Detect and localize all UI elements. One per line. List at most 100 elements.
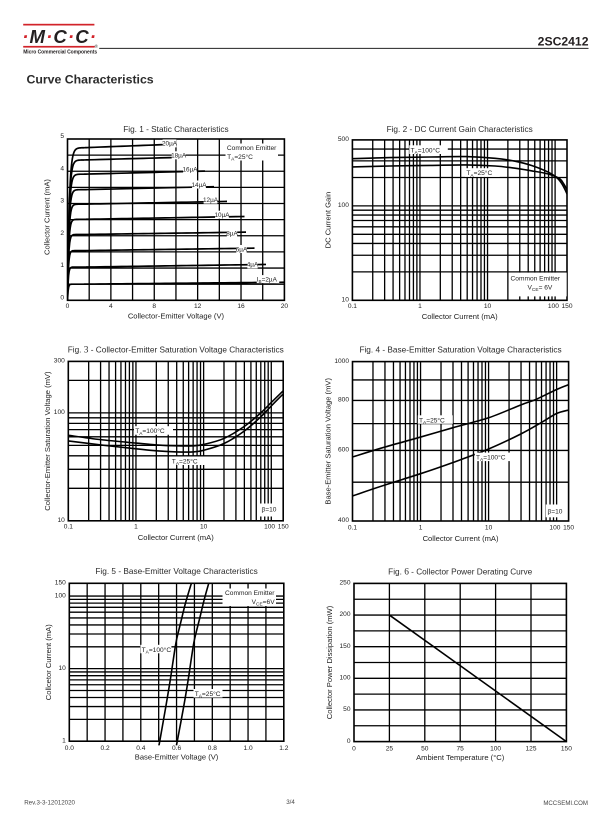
svg-text:2SC2412: 2SC2412 bbox=[538, 34, 589, 48]
svg-text:TA​=100°C: TA​=100°C bbox=[411, 146, 441, 156]
svg-text:TA​=25°C: TA​=25°C bbox=[419, 416, 445, 426]
svg-text:3/4: 3/4 bbox=[286, 799, 295, 806]
svg-text:0.1: 0.1 bbox=[348, 303, 357, 310]
svg-text:TA​=100°C: TA​=100°C bbox=[135, 427, 165, 437]
svg-text:0.4: 0.4 bbox=[136, 745, 145, 752]
svg-text:100: 100 bbox=[339, 675, 350, 682]
svg-text:100: 100 bbox=[548, 303, 559, 310]
svg-text:125: 125 bbox=[525, 745, 536, 752]
svg-text:TA​=100°C: TA​=100°C bbox=[142, 646, 172, 656]
svg-text:6µA: 6µA bbox=[236, 246, 248, 253]
svg-text:12µA: 12µA bbox=[203, 197, 219, 204]
svg-text:Collector Current (mA): Collector Current (mA) bbox=[43, 179, 52, 255]
svg-text:10: 10 bbox=[484, 303, 492, 310]
svg-text:150: 150 bbox=[561, 745, 572, 752]
svg-text:500: 500 bbox=[338, 136, 349, 143]
svg-text:β=10: β=10 bbox=[548, 509, 563, 516]
svg-text:®: ® bbox=[95, 43, 99, 49]
svg-text:16: 16 bbox=[237, 303, 245, 310]
svg-text:250: 250 bbox=[339, 580, 350, 587]
svg-text:Collector Current (mA): Collector Current (mA) bbox=[138, 533, 214, 542]
svg-text:100: 100 bbox=[490, 745, 501, 752]
svg-text:3: 3 bbox=[60, 198, 64, 205]
svg-text:Collector-Emitter Saturation V: Collector-Emitter Saturation Voltage (mV… bbox=[43, 371, 52, 511]
svg-text:25: 25 bbox=[386, 745, 394, 752]
svg-text:MCCSEMI.COM: MCCSEMI.COM bbox=[543, 800, 588, 807]
svg-text:4: 4 bbox=[60, 165, 64, 172]
svg-text:Curve Characteristics: Curve Characteristics bbox=[27, 72, 154, 86]
svg-text:1000: 1000 bbox=[334, 358, 349, 365]
svg-text:50: 50 bbox=[343, 706, 351, 713]
svg-text:TA​=25°C: TA​=25°C bbox=[466, 169, 492, 179]
svg-text:0.2: 0.2 bbox=[100, 745, 109, 752]
svg-text:75: 75 bbox=[457, 745, 465, 752]
svg-text:Common Emitter: Common Emitter bbox=[511, 275, 561, 282]
svg-text:Common Emitter: Common Emitter bbox=[227, 145, 277, 152]
svg-text:Fig. 5 - Base-Emitter Voltage: Fig. 5 - Base-Emitter Voltage Characteri… bbox=[95, 567, 257, 576]
svg-text:100: 100 bbox=[338, 202, 349, 209]
svg-text:4: 4 bbox=[109, 303, 113, 310]
svg-text:Fig. 3 - Collector-Emitter Sat: Fig. 3 - Collector-Emitter Saturation Vo… bbox=[68, 345, 284, 355]
svg-text:VCE​=6V: VCE​=6V bbox=[252, 599, 276, 608]
svg-text:2: 2 bbox=[60, 230, 64, 237]
svg-text:150: 150 bbox=[278, 524, 289, 531]
svg-text:4µA: 4µA bbox=[247, 262, 259, 269]
svg-text:150: 150 bbox=[561, 303, 572, 310]
svg-text:18µA: 18µA bbox=[171, 153, 187, 160]
svg-text:10µA: 10µA bbox=[214, 212, 230, 219]
svg-text:1.2: 1.2 bbox=[279, 745, 288, 752]
svg-text:Collector Current (mA): Collector Current (mA) bbox=[423, 534, 499, 543]
svg-text:Collector Current (mA): Collector Current (mA) bbox=[422, 312, 498, 321]
svg-text:Fig. 2 - DC Current Gain Chara: Fig. 2 - DC Current Gain Characteristics bbox=[387, 125, 533, 134]
svg-text:Collcetor Current (mA): Collcetor Current (mA) bbox=[44, 624, 53, 700]
svg-text:10: 10 bbox=[485, 525, 493, 532]
svg-text:100: 100 bbox=[549, 525, 560, 532]
svg-text:Collector-Emitter Voltage (V): Collector-Emitter Voltage (V) bbox=[128, 311, 225, 320]
svg-text:16µA: 16µA bbox=[182, 166, 198, 173]
svg-text:0.8: 0.8 bbox=[208, 745, 217, 752]
svg-text:100: 100 bbox=[264, 524, 275, 531]
svg-text:0.0: 0.0 bbox=[65, 745, 74, 752]
svg-text:Base-Emitter Saturation Voltag: Base-Emitter Saturation Voltage (mV) bbox=[324, 378, 333, 505]
svg-text:0: 0 bbox=[66, 303, 70, 310]
svg-text:10: 10 bbox=[58, 665, 66, 672]
svg-text:1: 1 bbox=[418, 303, 422, 310]
svg-text:β=10: β=10 bbox=[262, 507, 277, 514]
svg-text:150: 150 bbox=[563, 525, 574, 532]
svg-text:Rev.3-3-12012020: Rev.3-3-12012020 bbox=[24, 799, 75, 806]
svg-text:0.1: 0.1 bbox=[64, 524, 73, 531]
svg-text:1.0: 1.0 bbox=[243, 745, 252, 752]
svg-text:TA​=25°C: TA​=25°C bbox=[227, 153, 253, 163]
svg-text:1: 1 bbox=[62, 737, 66, 744]
svg-text:1: 1 bbox=[60, 262, 64, 269]
svg-text:5: 5 bbox=[60, 133, 64, 140]
svg-text:·M·C·C·: ·M·C·C· bbox=[22, 26, 97, 47]
svg-text:DC Current Gain: DC Current Gain bbox=[324, 192, 333, 249]
svg-text:1: 1 bbox=[134, 524, 138, 531]
svg-text:12: 12 bbox=[194, 303, 202, 310]
svg-text:IB​=2µA: IB​=2µA bbox=[257, 276, 278, 284]
svg-text:100: 100 bbox=[54, 409, 65, 416]
svg-text:Fig. 6 - Collector Power Derat: Fig. 6 - Collector Power Derating Curve bbox=[388, 567, 532, 577]
svg-text:0.1: 0.1 bbox=[348, 525, 357, 532]
svg-text:10: 10 bbox=[200, 524, 208, 531]
svg-text:600: 600 bbox=[338, 447, 349, 454]
svg-text:0.6: 0.6 bbox=[172, 745, 181, 752]
svg-text:VCE​= 6V: VCE​= 6V bbox=[528, 285, 553, 294]
svg-text:0: 0 bbox=[352, 745, 356, 752]
svg-text:Common Emitter: Common Emitter bbox=[225, 590, 275, 597]
svg-text:0: 0 bbox=[60, 294, 64, 301]
svg-text:200: 200 bbox=[339, 611, 350, 618]
svg-text:300: 300 bbox=[54, 358, 65, 365]
svg-text:150: 150 bbox=[55, 580, 66, 587]
svg-text:TA​=100°C: TA​=100°C bbox=[476, 454, 506, 464]
svg-text:100: 100 bbox=[55, 592, 66, 599]
svg-text:1: 1 bbox=[419, 525, 423, 532]
svg-text:10: 10 bbox=[57, 517, 65, 524]
svg-text:20µA: 20µA bbox=[162, 141, 178, 148]
svg-text:8µA: 8µA bbox=[226, 230, 238, 237]
svg-text:400: 400 bbox=[338, 517, 349, 524]
svg-text:0: 0 bbox=[347, 738, 351, 745]
svg-text:Collector Power Dissipation (: Collector Power Dissipation (mW) bbox=[325, 605, 334, 719]
svg-text:TA​=25°C: TA​=25°C bbox=[195, 690, 221, 700]
